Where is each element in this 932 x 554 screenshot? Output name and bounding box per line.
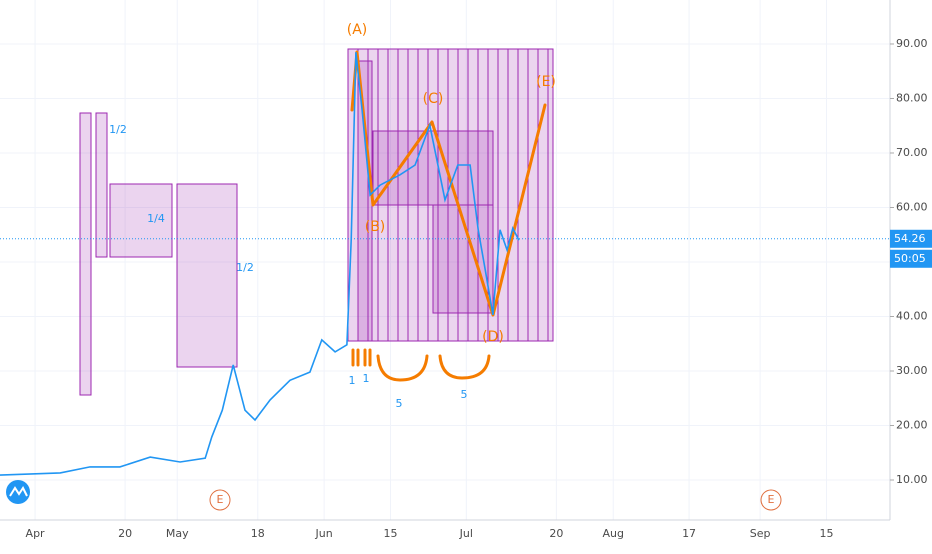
bracket	[438, 354, 491, 380]
x-tick-label: 17	[682, 527, 696, 540]
annotation: 1/2	[109, 123, 127, 136]
annotation: 1/2	[236, 261, 254, 274]
y-tick-label: 70.00	[896, 146, 928, 159]
x-tick-label: Jun	[315, 527, 333, 540]
annotation: E	[768, 493, 775, 506]
last-price-label: 54.26	[894, 232, 926, 245]
y-tick-label: 30.00	[896, 364, 928, 377]
x-tick-label: 15	[384, 527, 398, 540]
y-tick-label: 10.00	[896, 473, 928, 486]
y-tick-label: 80.00	[896, 91, 928, 104]
y-tick-label: 60.00	[896, 200, 928, 213]
y-tick-label: 40.00	[896, 309, 928, 322]
annotation: 5	[461, 388, 468, 401]
x-tick-label: May	[166, 527, 189, 540]
bracket	[351, 348, 372, 367]
annotation: (A)	[347, 22, 368, 38]
y-tick-label: 90.00	[896, 37, 928, 50]
bracket	[376, 354, 429, 382]
x-tick-label: 18	[251, 527, 265, 540]
annotation: 1/4	[147, 212, 165, 225]
annotation: (B)	[365, 219, 386, 235]
box	[347, 48, 554, 342]
box	[79, 112, 92, 396]
annotation: (D)	[482, 329, 504, 345]
drawings	[79, 48, 782, 511]
x-tick-label: Aug	[602, 527, 623, 540]
box	[109, 183, 173, 258]
annotation: 5	[396, 397, 403, 410]
x-tick-label: Apr	[26, 527, 46, 540]
event-marker	[209, 489, 231, 511]
price-badge	[890, 229, 932, 248]
box	[95, 112, 108, 258]
logo	[6, 480, 30, 504]
annotation: E	[217, 493, 224, 506]
countdown-label: 50:05	[894, 252, 926, 265]
x-tick-label: 15	[819, 527, 833, 540]
y-tick-label: 20.00	[896, 418, 928, 431]
event-marker	[760, 489, 782, 511]
x-tick-label: 20	[549, 527, 563, 540]
x-tick-label: Sep	[750, 527, 771, 540]
countdown-badge	[890, 249, 932, 268]
annotation: 1	[349, 374, 356, 387]
annotation: (C)	[423, 91, 444, 107]
annotation: 1	[363, 372, 370, 385]
box	[176, 183, 238, 368]
x-tick-label: Jul	[459, 527, 473, 540]
annotation: (E)	[536, 74, 556, 90]
box-strips	[357, 49, 549, 341]
x-tick-label: 20	[118, 527, 132, 540]
box	[357, 60, 373, 342]
price-line	[0, 52, 520, 476]
